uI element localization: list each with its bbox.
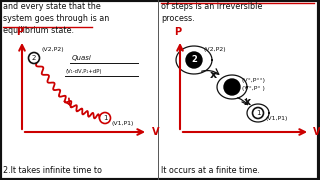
Text: It occurs at a finite time.: It occurs at a finite time.	[161, 166, 260, 175]
Text: and every state that the: and every state that the	[3, 2, 101, 11]
Text: equilibrium state.: equilibrium state.	[3, 26, 74, 35]
Text: P: P	[174, 27, 181, 37]
Text: 1: 1	[256, 110, 260, 116]
Circle shape	[28, 53, 39, 64]
Circle shape	[252, 107, 263, 118]
Text: P: P	[16, 27, 24, 37]
Text: (V1,P1): (V1,P1)	[112, 121, 134, 126]
Text: 2: 2	[191, 55, 197, 64]
Text: system goes through is an: system goes through is an	[3, 14, 109, 23]
Text: (V2,P2): (V2,P2)	[42, 47, 65, 52]
Text: V: V	[152, 127, 159, 137]
Text: x: x	[209, 70, 217, 80]
Circle shape	[186, 52, 202, 68]
Circle shape	[100, 112, 110, 123]
Text: (V2,P2): (V2,P2)	[204, 47, 227, 52]
Text: x: x	[244, 97, 251, 107]
Circle shape	[224, 79, 240, 95]
Text: (V°,P° ): (V°,P° )	[242, 86, 265, 91]
Text: 2: 2	[32, 55, 36, 61]
Text: (V₁-dV,P₁+dP): (V₁-dV,P₁+dP)	[65, 69, 101, 74]
Text: V: V	[313, 127, 320, 137]
Text: Quasi: Quasi	[72, 55, 92, 61]
Text: process.: process.	[161, 14, 195, 23]
Text: 2.It takes infinite time to: 2.It takes infinite time to	[3, 166, 102, 175]
Text: of steps is an irreversible: of steps is an irreversible	[161, 2, 262, 11]
Text: 1: 1	[103, 115, 107, 121]
Text: (V°,P°°): (V°,P°°)	[242, 78, 266, 83]
Text: (V1,P1): (V1,P1)	[265, 116, 287, 121]
